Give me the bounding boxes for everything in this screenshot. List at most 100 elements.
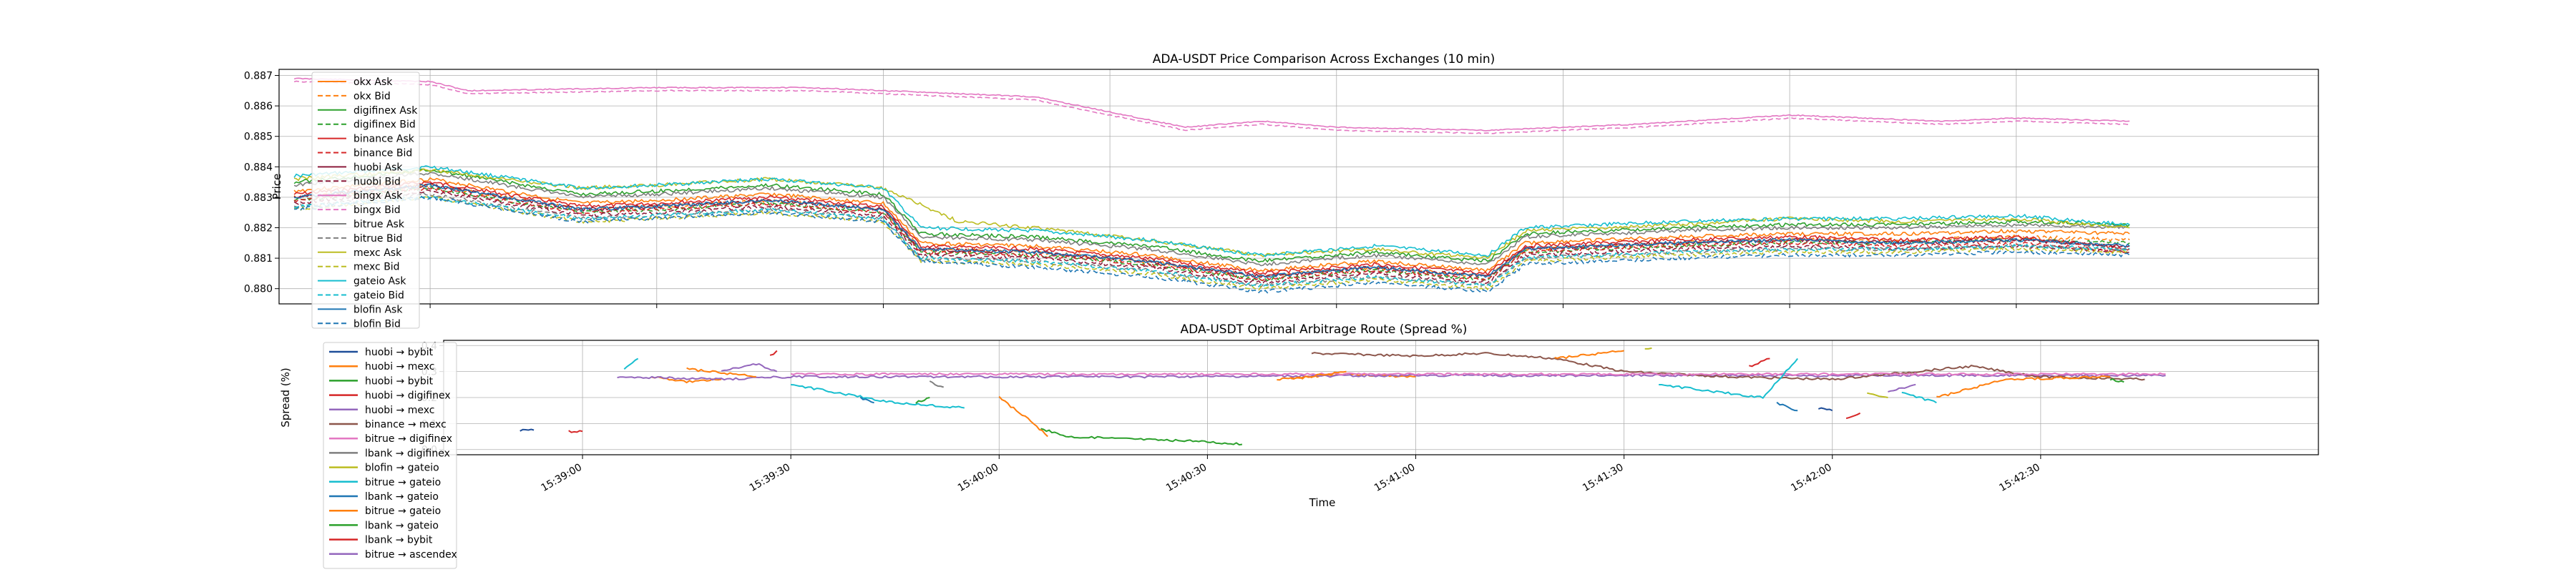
spread-x-axis-label: Time (1309, 496, 1336, 509)
price-legend-label: bingx Ask (353, 190, 403, 202)
spread-series-line (790, 372, 2166, 376)
spread-series-line (1867, 392, 1888, 398)
price-series-line (293, 168, 2130, 263)
price-series-line (294, 183, 2130, 279)
spread-series-line (1311, 352, 2145, 381)
spread-series-line (1749, 358, 1770, 368)
price-legend-label: digifinex Ask (353, 105, 418, 117)
price-series-line (294, 195, 2130, 294)
price-series-line (293, 189, 2130, 285)
spread-series-line (617, 373, 2166, 381)
price-y-tick-label: 0.883 (244, 192, 273, 204)
price-series-line (293, 186, 2130, 282)
spread-series-line (1776, 401, 1798, 412)
spread-legend-label: huobi → mexc (365, 405, 434, 416)
price-y-tick-label: 0.887 (244, 71, 273, 82)
spread-series-line (929, 380, 944, 388)
spread-series-line (1901, 391, 1937, 404)
price-series-line (293, 80, 2130, 134)
spread-legend-label: huobi → bybit (365, 375, 434, 387)
spread-series-line (1888, 383, 1916, 393)
price-y-tick-label: 0.882 (244, 223, 273, 235)
spread-series-line (859, 396, 874, 404)
spread-legend-label: lbank → gateio (365, 491, 439, 503)
price-legend-label: bitrue Ask (353, 219, 405, 230)
spread-series-line (568, 430, 583, 433)
price-series (293, 77, 2130, 294)
spread-series-line (1818, 407, 1833, 412)
price-series-line (293, 181, 2130, 276)
price-y-tick-label: 0.881 (244, 253, 273, 265)
price-legend: okx Ask okx Bid digifinex Ask digifinex Bid… (311, 72, 420, 330)
price-legend-label: gateio Bid (353, 290, 404, 302)
price-legend-label: mexc Ask (353, 247, 402, 259)
spread-legend-label: huobi → bybit (365, 347, 434, 358)
price-legend-label: okx Ask (353, 77, 393, 88)
spread-series-line (1659, 358, 1798, 400)
price-legend-label: bingx Bid (353, 204, 401, 216)
price-y-axis-label: Price (270, 174, 283, 200)
price-axes-frame (278, 69, 2319, 305)
spread-legend-label: binance → mexc (365, 419, 447, 430)
spread-series-line (915, 397, 930, 404)
price-series-line (293, 177, 2130, 273)
spread-legend-label: huobi → digifinex (365, 390, 451, 402)
price-x-ticks (429, 304, 2017, 308)
price-legend-label: okx Bid (353, 91, 391, 102)
spread-series-line (623, 358, 639, 370)
price-legend-label: mexc Bid (353, 262, 400, 273)
spread-legend: huobi → bybit huobi → mexc huobi → bybit hu… (323, 342, 457, 569)
spread-series (519, 347, 2166, 446)
price-legend-label: gateio Ask (353, 276, 406, 287)
price-y-tick-label: 0.880 (244, 284, 273, 295)
spread-chart-title: ADA-USDT Optimal Arbitrage Route (Spread… (1181, 322, 1468, 337)
spread-legend-label: lbank → digifinex (365, 448, 450, 459)
spread-series-line (519, 428, 535, 432)
price-legend-box (311, 72, 420, 329)
price-legend-label: bitrue Bid (353, 233, 402, 245)
spread-series-line (1644, 347, 1652, 350)
price-y-tick-label: 0.884 (244, 162, 273, 173)
spread-series-line (2109, 378, 2124, 383)
price-legend-label: blofin Bid (353, 318, 401, 330)
price-chart-title: ADA-USDT Price Comparison Across Exchang… (1153, 52, 1495, 66)
price-legend-label: huobi Ask (353, 162, 403, 173)
spread-y-axis-label: Spread (%) (279, 368, 292, 428)
spread-legend-label: huobi → mexc (365, 361, 434, 373)
price-legend-label: digifinex Bid (353, 119, 416, 131)
spread-series-line (1845, 412, 1861, 420)
spread-series-line (721, 363, 778, 373)
spread-series-line (998, 395, 1048, 438)
price-legend-label: huobi Bid (353, 176, 401, 187)
spread-series-line (769, 350, 778, 356)
spread-legend-label: bitrue → ascendex (365, 549, 457, 561)
price-y-tick-label: 0.885 (244, 132, 273, 143)
spread-series-line (1040, 428, 1243, 446)
price-panel: ADA-USDT Price Comparison Across Exchang… (244, 52, 2319, 330)
price-legend-label: binance Ask (353, 134, 415, 145)
spread-series-line (1290, 370, 1347, 380)
spread-legend-box (323, 342, 457, 569)
price-series-line (293, 165, 2130, 257)
spread-legend-label: blofin → gateio (365, 463, 439, 474)
spread-series-line (686, 367, 756, 378)
spread-legend-label: bitrue → digifinex (365, 433, 452, 445)
price-series-line (293, 192, 2130, 288)
spread-legend-label: lbank → bybit (365, 535, 433, 546)
price-legend-label: binance Bid (353, 148, 412, 159)
price-y-ticks: 0.880 0.881 0.882 0.883 0.884 0.885 0.886 0.887 (244, 71, 279, 295)
spread-legend-label: lbank → gateio (365, 520, 439, 531)
spread-legend-label: bitrue → gateio (365, 506, 441, 517)
spread-legend-label: bitrue → gateio (365, 477, 441, 488)
spread-grid (444, 340, 2318, 455)
price-legend-label: blofin Ask (353, 304, 403, 315)
price-series-line (293, 77, 2130, 132)
spread-series-line (1554, 350, 1624, 360)
price-grid (279, 69, 2318, 304)
spread-series-line (1936, 375, 2110, 398)
price-series-line (293, 195, 2130, 291)
price-y-tick-label: 0.886 (244, 101, 273, 112)
spread-series-line (791, 384, 965, 409)
price-series-line (293, 172, 2130, 267)
